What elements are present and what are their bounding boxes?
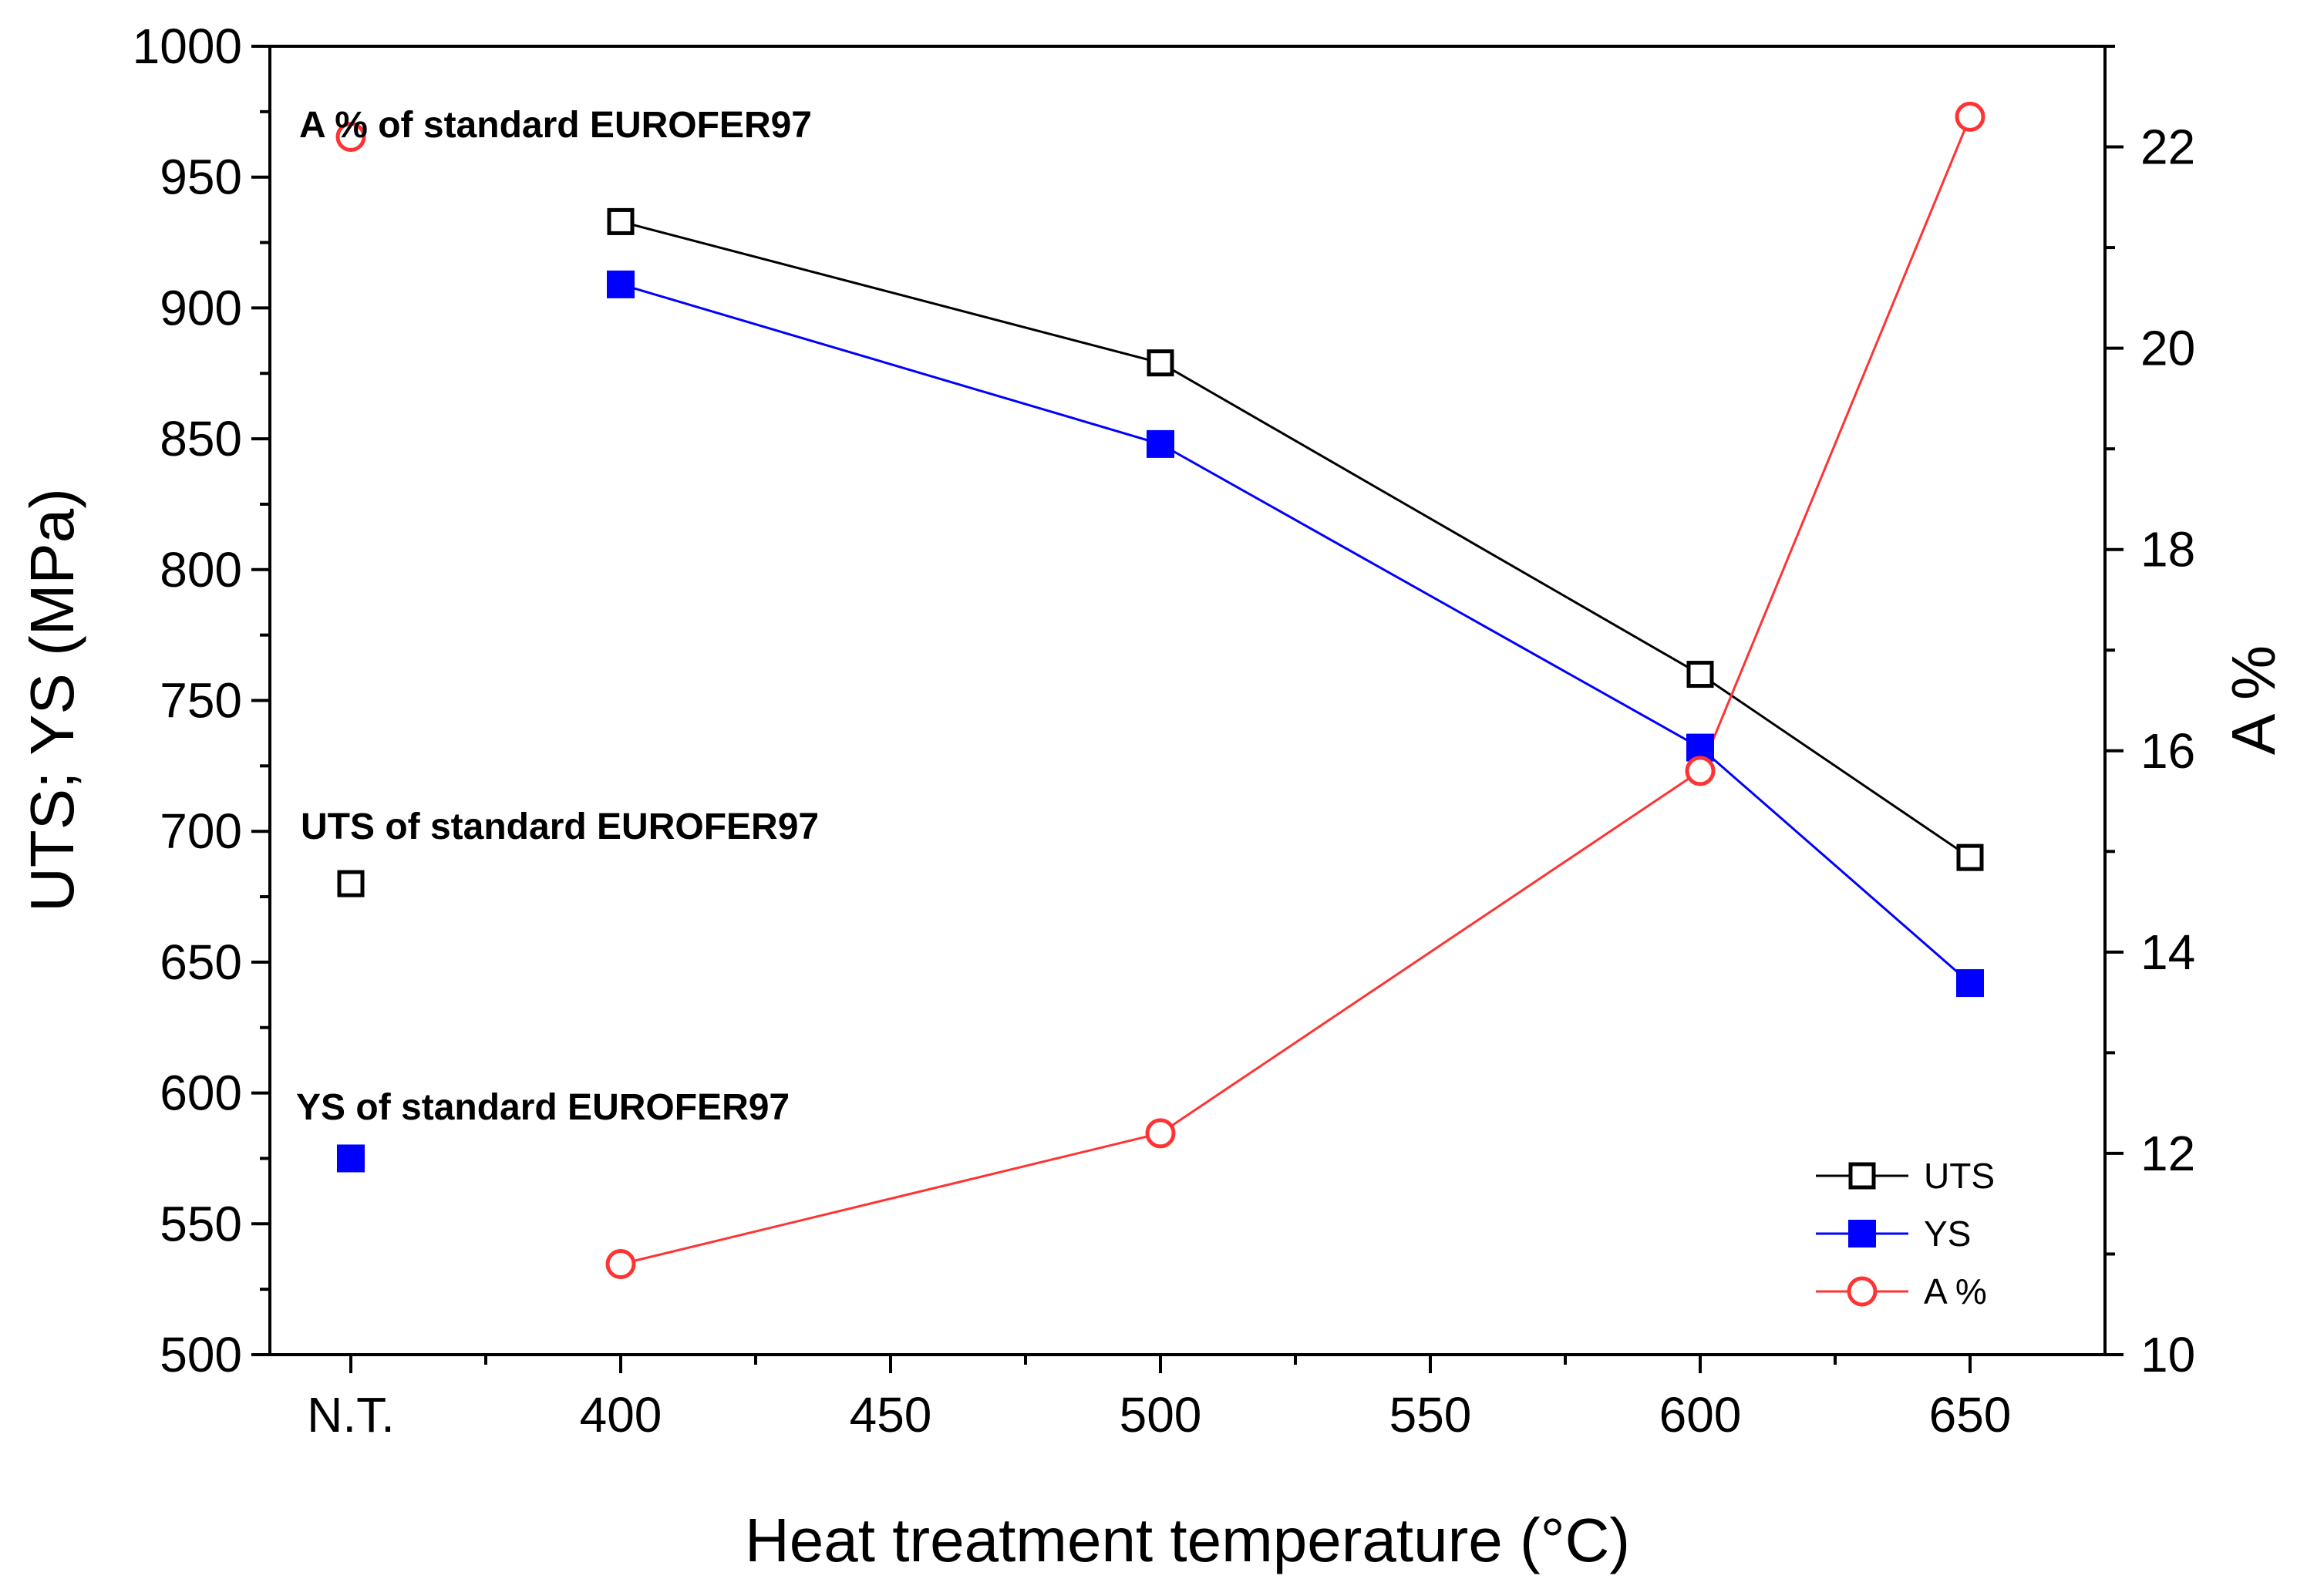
legend-label-a: A %: [1924, 1271, 1987, 1311]
reference-point-a: [335, 121, 366, 152]
y-right-tick-label: 16: [2140, 723, 2195, 779]
x-tick-label: N.T.: [307, 1387, 395, 1443]
y-right-tick-label: 22: [2140, 120, 2195, 175]
data-point-a: [1145, 1118, 1176, 1149]
annotations: A % of standard EUROFER97 UTS of standar…: [296, 105, 819, 1128]
series-line-ys: [620, 283, 1971, 985]
legend-marker-uts: [1848, 1162, 1876, 1190]
y-left-tick-label: 650: [160, 934, 242, 990]
annotation-uts-standard: UTS of standard EUROFER97: [301, 806, 819, 847]
series-line-a: [620, 116, 1972, 1265]
legend: UTS YS A %: [1816, 1156, 1995, 1311]
legend-marker-ys: [1848, 1220, 1876, 1248]
data-point-ys: [1147, 429, 1174, 458]
x-axis-title: Heat treatment temperature (°C): [745, 1506, 1630, 1574]
data-point-a: [1955, 101, 1985, 132]
y-right-tick-label: 10: [2140, 1327, 2195, 1382]
annotation-ys-standard: YS of standard EUROFER97: [296, 1087, 790, 1128]
legend-label-ys: YS: [1924, 1214, 1971, 1254]
x-tick-label: 400: [580, 1387, 662, 1443]
data-point-uts: [1686, 661, 1714, 689]
x-tick-label: 600: [1659, 1387, 1742, 1443]
x-tick-label: 450: [850, 1387, 932, 1443]
reference-point-ys: [337, 1144, 365, 1173]
y-left-tick-label: 950: [160, 150, 242, 205]
y-left-tick-label: 800: [160, 542, 242, 598]
y-axis-right-title: A %: [2219, 645, 2288, 755]
x-axis: N.T. 400 450 500 550 600 650: [307, 1355, 2011, 1443]
data-point-uts: [607, 207, 635, 235]
y-right-tick-label: 18: [2140, 522, 2195, 577]
data-point-uts: [1956, 843, 1984, 871]
series-markers: [605, 101, 1985, 1280]
y-left-tick-label: 850: [160, 411, 242, 466]
y-axis-left-title: UTS; YS (MPa): [18, 488, 86, 912]
y-left-tick-label: 600: [160, 1066, 242, 1121]
x-tick-label: 500: [1120, 1387, 1202, 1443]
x-tick-label: 650: [1929, 1387, 2012, 1443]
series-line-uts: [620, 220, 1971, 859]
y-left-tick-label: 500: [160, 1327, 242, 1382]
y-left-tick-label: 550: [160, 1196, 242, 1251]
y-left-tick-label: 750: [160, 673, 242, 729]
y-left-tick-label: 900: [160, 280, 242, 335]
y-right-tick-label: 14: [2140, 924, 2195, 980]
legend-label-uts: UTS: [1924, 1156, 1995, 1196]
reference-points: [335, 121, 366, 1173]
data-point-ys: [1956, 969, 1984, 998]
data-point-a: [605, 1249, 636, 1280]
reference-point-uts: [337, 870, 365, 897]
right-axis: 10 12 14 16 18 20 22: [2105, 45, 2195, 1382]
y-right-tick-label: 20: [2140, 321, 2195, 376]
series-lines: [620, 116, 1972, 1265]
y-right-tick-label: 12: [2140, 1126, 2195, 1181]
left-axis: 500 550 600 650 700 750 800 850 900 950 1000: [133, 19, 270, 1382]
legend-marker-a: [1847, 1276, 1878, 1307]
data-point-ys: [607, 270, 635, 298]
plot-frame: [268, 45, 2107, 1356]
y-left-tick-label: 1000: [133, 19, 242, 74]
y-left-tick-label: 700: [160, 803, 242, 859]
data-point-a: [1685, 756, 1716, 786]
annotation-a-standard: A % of standard EUROFER97: [299, 105, 812, 146]
x-tick-label: 550: [1389, 1387, 1472, 1443]
data-point-uts: [1147, 349, 1174, 377]
